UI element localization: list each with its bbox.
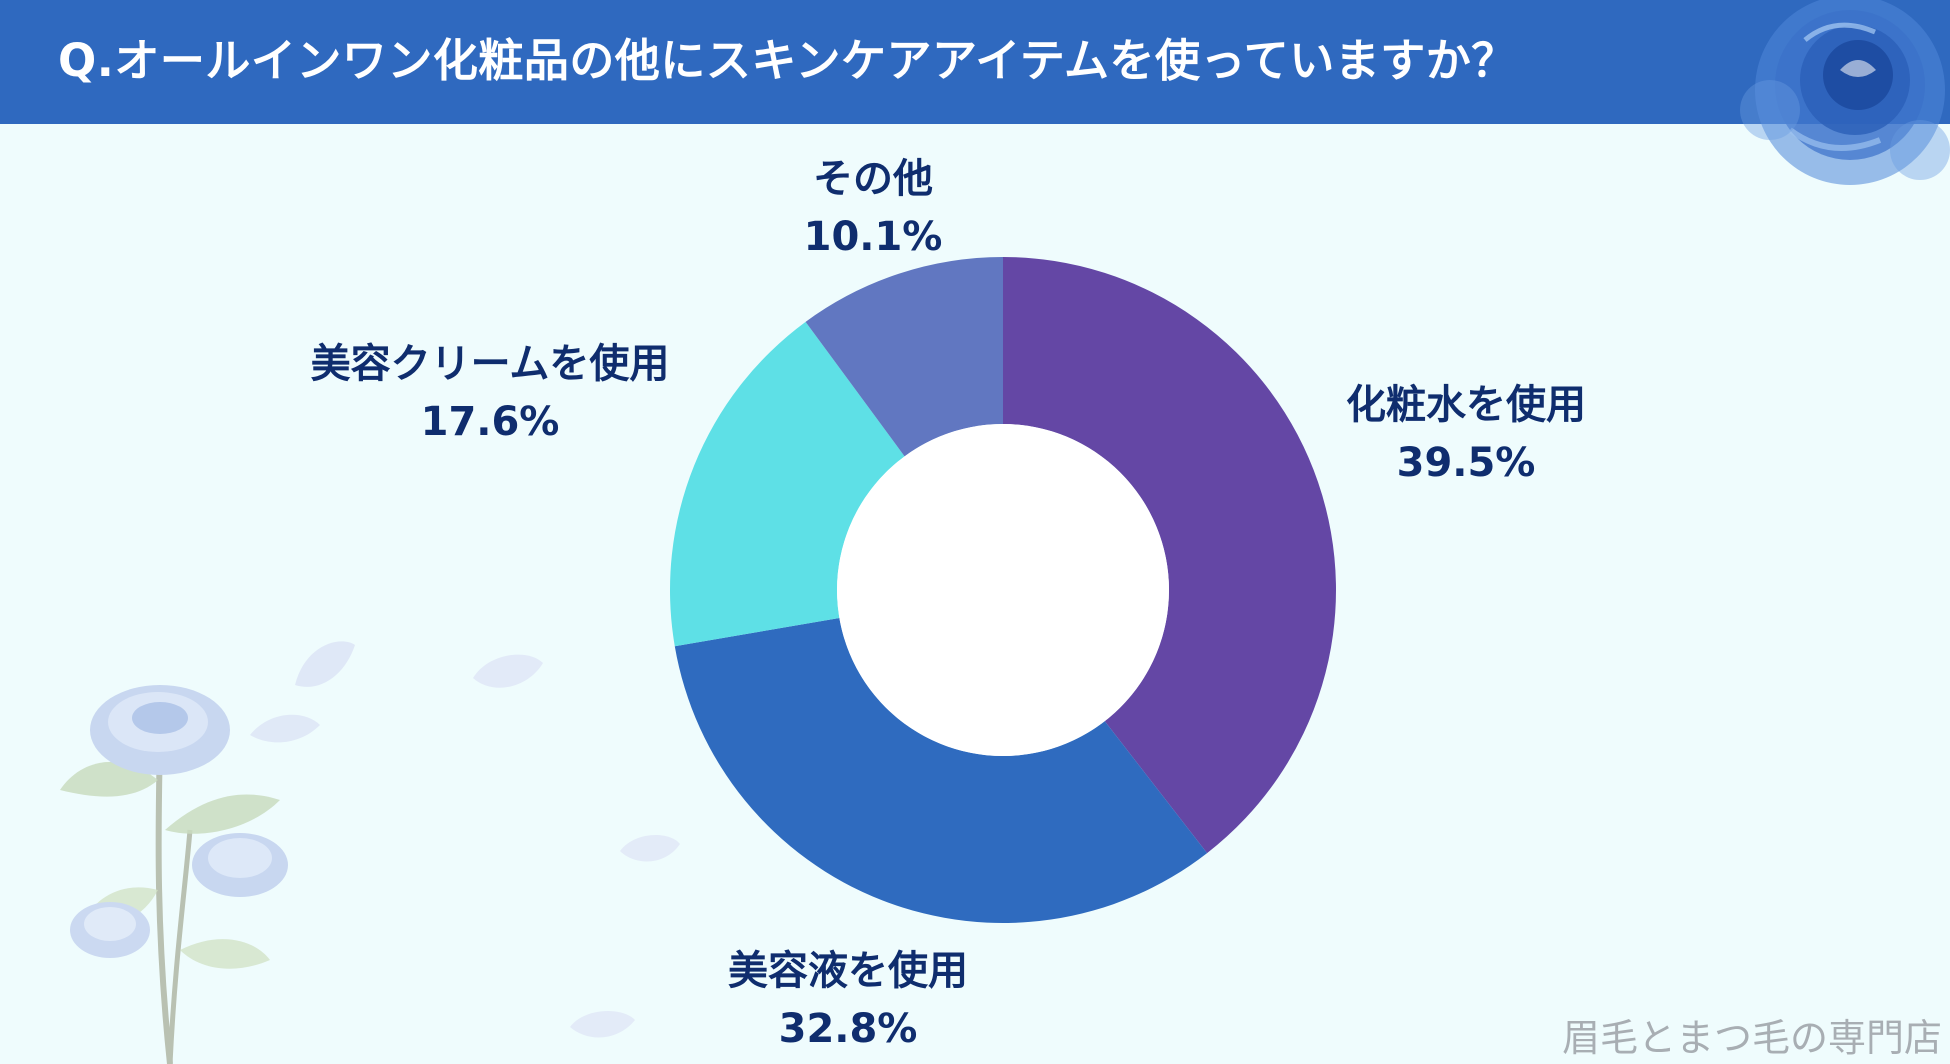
slice-value: 32.8% [778, 1006, 918, 1052]
slice-cream [670, 321, 905, 647]
slice-value: 39.5% [1396, 440, 1536, 486]
header-bar: Q.オールインワン化粧品の他にスキンケアアイテムを使っていますか？ [0, 0, 1950, 124]
slice-name: 化粧水を使用 [1346, 382, 1586, 428]
slice-name: 美容クリームを使用 [310, 341, 670, 387]
petal-icon [473, 654, 543, 688]
slice-biyoueki [674, 618, 1208, 924]
petal-icon [620, 834, 680, 862]
petal-icon [250, 714, 320, 743]
blue-rose-stem-icon [60, 685, 288, 1064]
slice-label-biyoueki: 美容液を使用 32.8% [728, 942, 968, 1058]
watermark: 眉毛とまつ毛の専門店 [1561, 1016, 1942, 1060]
slice-other [805, 257, 1003, 457]
slice-name: その他 [813, 156, 933, 202]
petal-icon [570, 1010, 635, 1038]
slice-label-cream: 美容クリームを使用 17.6% [311, 335, 670, 451]
page-title: Q.オールインワン化粧品の他にスキンケアアイテムを使っていますか？ [58, 34, 1517, 87]
slice-label-other: その他 10.1% [804, 150, 943, 266]
slice-label-keshousui: 化粧水を使用 39.5% [1346, 376, 1586, 492]
slice-keshousui [1003, 257, 1337, 854]
blue-rose-icon [1740, 0, 1950, 185]
petal-icon [295, 641, 355, 687]
slice-name: 美容液を使用 [728, 948, 968, 994]
slice-value: 17.6% [420, 399, 560, 445]
slice-value: 10.1% [803, 214, 943, 260]
donut-hole [837, 424, 1169, 756]
